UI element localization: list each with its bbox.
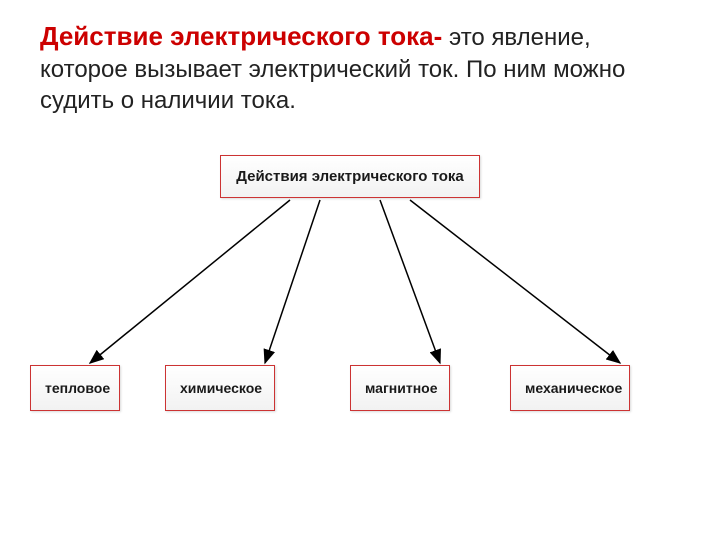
- child-node-label: магнитное: [365, 380, 438, 396]
- child-node-label: тепловое: [45, 380, 110, 396]
- child-node: тепловое: [30, 365, 120, 411]
- diagram-container: Действия электрического тока тепловое хим…: [30, 155, 690, 435]
- child-node: механическое: [510, 365, 630, 411]
- root-node-label: Действия электрического тока: [236, 168, 464, 185]
- root-node: Действия электрического тока: [220, 155, 480, 198]
- child-node-label: механическое: [525, 380, 622, 396]
- child-node-label: химическое: [180, 380, 262, 396]
- header-text: Действие электрического тока- это явлени…: [0, 0, 720, 126]
- child-node: магнитное: [350, 365, 450, 411]
- title-strong: Действие электрического тока-: [40, 21, 442, 51]
- child-node: химическое: [165, 365, 275, 411]
